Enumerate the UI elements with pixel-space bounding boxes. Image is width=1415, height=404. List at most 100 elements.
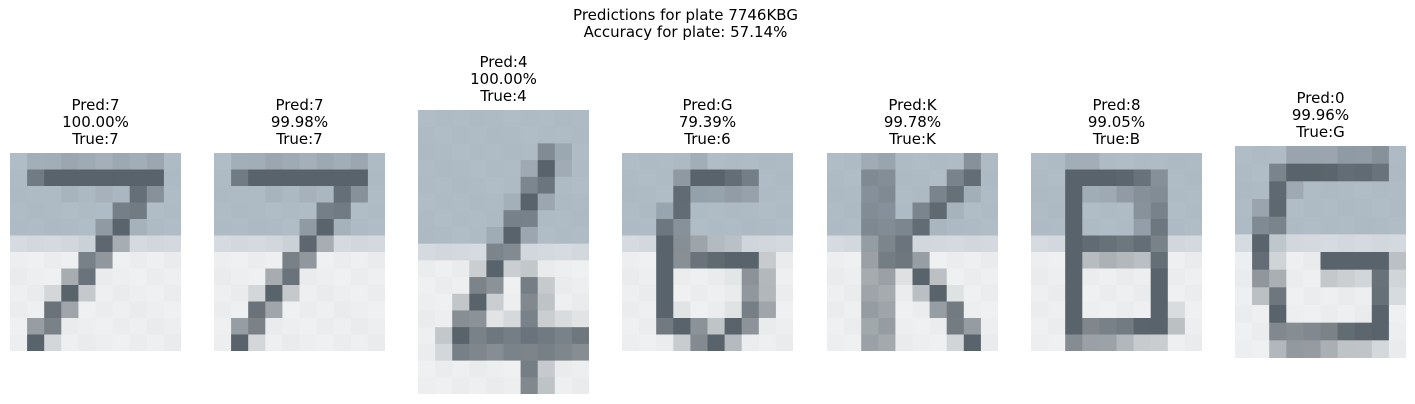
pixel	[452, 260, 470, 278]
pixel	[1286, 216, 1304, 235]
pixel	[1269, 287, 1287, 306]
confidence-label: 99.78%	[883, 113, 942, 131]
pixel	[316, 235, 335, 253]
char-image	[1031, 153, 1202, 351]
pixel	[537, 293, 556, 312]
pixel	[248, 235, 266, 253]
pixel	[758, 153, 777, 171]
pixel	[1031, 186, 1049, 204]
pixel	[673, 334, 691, 351]
pixel	[741, 334, 760, 351]
pixel	[265, 235, 283, 253]
pixel	[1065, 301, 1083, 319]
pixel	[435, 260, 453, 278]
pixel	[1337, 181, 1356, 200]
pixel	[367, 252, 385, 270]
pixel	[724, 334, 743, 351]
pixel	[571, 110, 589, 128]
pixel	[1303, 199, 1322, 218]
pixel	[963, 219, 982, 237]
pixel	[282, 219, 301, 237]
pixel	[946, 153, 965, 171]
pixel	[1048, 301, 1066, 319]
pixel	[10, 301, 28, 319]
pixel	[1354, 252, 1373, 271]
pixel	[1371, 340, 1390, 358]
pixel	[248, 268, 266, 286]
pixel	[963, 235, 982, 253]
pixel	[520, 343, 539, 362]
pixel	[1337, 322, 1356, 341]
pixel	[1235, 181, 1253, 200]
pixel	[537, 126, 556, 145]
pixel	[1116, 219, 1135, 237]
pixel	[44, 235, 62, 253]
pixel	[656, 301, 674, 319]
pixel	[963, 318, 982, 336]
pixel	[929, 153, 948, 171]
panel-title: Pred:8 99.05% True:B	[991, 97, 1242, 148]
pixel	[758, 285, 777, 303]
pixel	[1082, 334, 1100, 351]
pixel	[1286, 287, 1304, 306]
pixel	[1184, 202, 1202, 220]
pixel	[844, 153, 862, 171]
pixel	[775, 252, 793, 270]
pixel	[299, 252, 318, 270]
pixel	[1167, 186, 1186, 204]
pixel	[503, 176, 522, 195]
pixel	[963, 153, 982, 171]
pixel	[980, 235, 998, 253]
true-label: True:7	[276, 130, 323, 148]
pixel	[1065, 235, 1083, 253]
pixel	[248, 169, 266, 187]
pixel	[452, 293, 470, 312]
pixel	[963, 268, 982, 286]
pixel	[878, 268, 896, 286]
pixel	[537, 210, 556, 228]
pixel	[1065, 186, 1083, 204]
figure-title: Predictions for plate 7746KBG Accuracy f…	[0, 7, 1371, 41]
pixel	[129, 285, 148, 303]
pixel	[1252, 287, 1270, 306]
pixel	[27, 235, 45, 253]
pixel	[1320, 287, 1339, 306]
pixel	[946, 301, 965, 319]
pixel	[861, 169, 879, 187]
pixel	[912, 301, 931, 319]
char-panel-5: Pred:K 99.78% True:K	[827, 97, 998, 351]
pixel	[1235, 234, 1253, 253]
pixel	[1133, 268, 1152, 286]
pixel	[639, 153, 657, 171]
pred-label: Pred:4	[479, 53, 528, 71]
pixel	[537, 327, 556, 345]
pixel	[1150, 235, 1169, 253]
pixel	[554, 176, 573, 195]
pixel	[622, 202, 640, 220]
pixel	[673, 202, 691, 220]
pixel	[844, 186, 862, 204]
pixel	[1337, 199, 1356, 218]
pixel	[1031, 268, 1049, 286]
pixel	[44, 219, 62, 237]
pixel	[503, 160, 522, 178]
pixel	[10, 285, 28, 303]
pixel	[435, 160, 453, 178]
pixel	[895, 153, 914, 171]
pixel	[469, 260, 487, 278]
pixel	[1082, 285, 1100, 303]
pixel	[486, 160, 505, 178]
pixel	[333, 252, 352, 270]
pixel	[639, 169, 657, 187]
pixel	[503, 343, 522, 362]
pixel	[503, 226, 522, 245]
pixel	[248, 252, 266, 270]
pixel	[1303, 269, 1322, 288]
pixel	[554, 343, 573, 362]
pixel	[452, 360, 470, 378]
pixel	[929, 334, 948, 351]
pixel	[1099, 301, 1118, 319]
pixel	[265, 301, 283, 319]
pixel	[248, 153, 266, 171]
pixel	[1065, 153, 1083, 171]
